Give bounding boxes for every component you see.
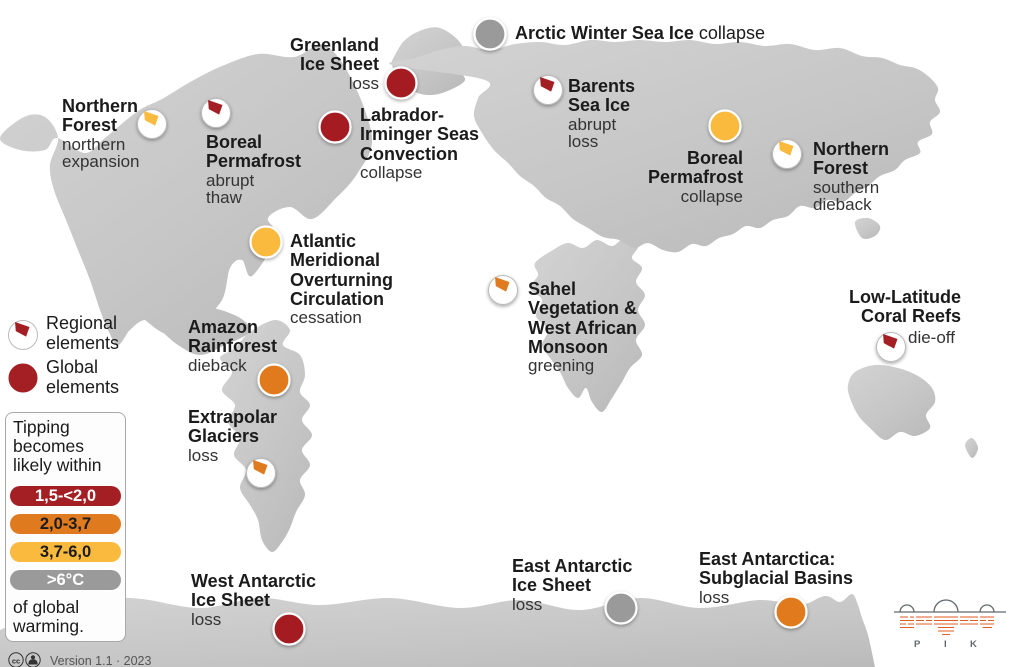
svg-text:I: I [944, 639, 947, 650]
svg-text:P: P [914, 639, 921, 650]
svg-text:cc: cc [12, 656, 20, 665]
svg-text:K: K [970, 639, 977, 650]
